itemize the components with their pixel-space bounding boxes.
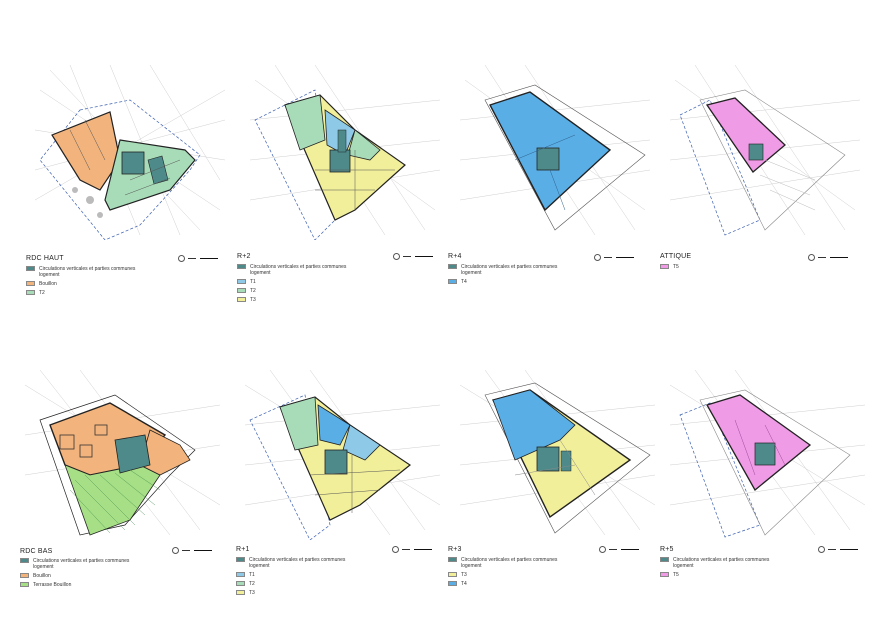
legend: Circulations verticales et parties commu… <box>26 266 149 299</box>
plan-title: R+3 <box>448 546 462 553</box>
legend-item: Circulations verticales et parties commu… <box>20 558 143 570</box>
north-icon <box>172 547 179 554</box>
legend-item: T4 <box>448 279 571 285</box>
plan-title: ATTIQUE <box>660 253 692 260</box>
legend-swatch <box>237 279 246 284</box>
legend-item: T5 <box>660 572 783 578</box>
plan-title: RDC HAUT <box>26 255 64 262</box>
plan-r4 <box>455 60 655 240</box>
scale-bar <box>808 254 850 261</box>
legend-swatch <box>660 557 669 562</box>
plan-rdc-haut <box>30 60 230 240</box>
floor-plan-drawing <box>249 64 441 240</box>
scale-bar <box>594 254 636 261</box>
floor-plan-drawing <box>669 64 861 236</box>
legend-item: Terrasse Bouillon <box>20 582 143 588</box>
legend-item: Circulations verticales et parties commu… <box>448 264 571 276</box>
legend: Circulations verticales et parties commu… <box>236 557 359 599</box>
floor-plan-drawing <box>34 64 226 240</box>
plan-title: RDC BAS <box>20 548 53 555</box>
north-icon <box>599 546 606 553</box>
north-icon <box>808 254 815 261</box>
legend-swatch <box>20 582 29 587</box>
scale-bar <box>599 546 641 553</box>
legend-swatch <box>236 581 245 586</box>
legend-item: T1 <box>236 572 359 578</box>
legend: Circulations verticales et parties commu… <box>237 264 360 306</box>
legend-swatch <box>448 572 457 577</box>
legend-item: T3 <box>237 297 360 303</box>
legend-swatch <box>237 297 246 302</box>
legend-item: Circulations verticales et parties commu… <box>26 266 149 278</box>
legend-swatch <box>448 581 457 586</box>
legend-item: T2 <box>236 581 359 587</box>
plan-title: R+1 <box>236 546 250 553</box>
legend-swatch <box>236 590 245 595</box>
legend-item: T3 <box>448 572 571 578</box>
plan-r1 <box>240 365 445 540</box>
floor-plan-drawing <box>669 369 866 538</box>
floor-plan-drawing <box>459 369 656 536</box>
plan-attique <box>665 60 865 240</box>
legend-item: T2 <box>26 290 149 296</box>
north-icon <box>594 254 601 261</box>
legend-swatch <box>660 264 669 269</box>
legend-item: T3 <box>236 590 359 596</box>
legend-item: T5 <box>660 264 679 270</box>
legend: Circulations verticales et parties commu… <box>660 557 783 581</box>
legend-swatch <box>237 264 246 269</box>
plan-rdc-bas <box>20 365 225 540</box>
legend-swatch <box>237 288 246 293</box>
legend-swatch <box>448 279 457 284</box>
scale-bar <box>818 546 860 553</box>
legend: Circulations verticales et parties commu… <box>20 558 143 591</box>
scale-bar <box>178 255 220 262</box>
north-icon <box>818 546 825 553</box>
legend: T5 <box>660 264 679 273</box>
plan-title: R+5 <box>660 546 674 553</box>
legend-swatch <box>236 572 245 577</box>
plan-title: R+2 <box>237 253 251 260</box>
legend-swatch <box>20 573 29 578</box>
north-icon <box>393 253 400 260</box>
legend-swatch <box>20 558 29 563</box>
legend-item: T2 <box>237 288 360 294</box>
legend-item: Circulations verticales et parties commu… <box>236 557 359 569</box>
legend-item: Circulations verticales et parties commu… <box>237 264 360 276</box>
north-icon <box>178 255 185 262</box>
legend-item: Bouillon <box>20 573 143 579</box>
legend-item: Circulations verticales et parties commu… <box>660 557 783 569</box>
legend-item: T4 <box>448 581 571 587</box>
floor-plan-drawing <box>459 64 651 236</box>
north-icon <box>392 546 399 553</box>
legend-item: Bouillon <box>26 281 149 287</box>
legend-swatch <box>660 572 669 577</box>
plan-r3 <box>455 365 660 540</box>
plan-title: R+4 <box>448 253 462 260</box>
plan-r5 <box>665 365 870 540</box>
floor-plan-drawing <box>24 369 221 536</box>
legend: Circulations verticales et parties commu… <box>448 557 571 590</box>
legend-swatch <box>26 266 35 271</box>
scale-bar <box>393 253 435 260</box>
legend-swatch <box>26 290 35 295</box>
legend-swatch <box>448 557 457 562</box>
legend-item: Circulations verticales et parties commu… <box>448 557 571 569</box>
legend-swatch <box>236 557 245 562</box>
floor-plan-drawing <box>244 369 441 540</box>
scale-bar <box>172 547 214 554</box>
legend-swatch <box>26 281 35 286</box>
legend: Circulations verticales et parties commu… <box>448 264 571 288</box>
plan-r2 <box>245 60 445 240</box>
legend-item: T1 <box>237 279 360 285</box>
scale-bar <box>392 546 434 553</box>
legend-swatch <box>448 264 457 269</box>
